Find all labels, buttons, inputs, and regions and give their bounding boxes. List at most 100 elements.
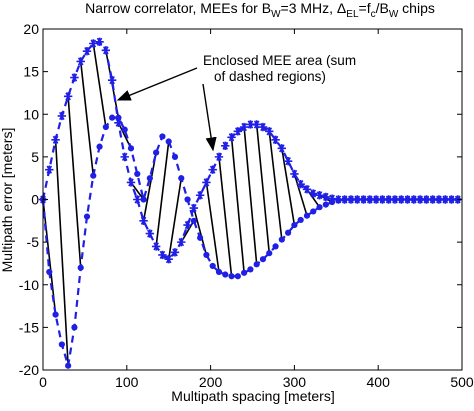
series-point: [265, 127, 274, 136]
series-point: [82, 46, 92, 56]
series-point: [259, 256, 267, 263]
series-point: [448, 196, 455, 203]
hatch-line: [243, 126, 258, 265]
series-point: [178, 175, 185, 182]
series-point: [398, 196, 405, 203]
series-point: [266, 250, 273, 257]
series-point: [228, 273, 235, 280]
series-point: [258, 122, 268, 132]
series-point: [316, 204, 323, 211]
hatch-line: [293, 173, 308, 216]
y-tick-label: -15: [19, 319, 39, 335]
series-point: [76, 57, 85, 66]
series-point: [335, 197, 342, 204]
series-point: [145, 229, 155, 238]
annotation-line-2: of dashed regions): [214, 69, 326, 84]
series-point: [309, 189, 318, 198]
series-point: [208, 165, 217, 174]
series-point: [46, 268, 53, 276]
series-point: [139, 216, 148, 226]
series-point: [347, 196, 355, 203]
series-point: [241, 269, 248, 276]
series-point: [283, 156, 293, 166]
series-point: [209, 262, 216, 270]
series-point: [146, 175, 153, 182]
series-point: [95, 37, 104, 46]
hatch-line: [54, 139, 69, 366]
series-point: [329, 198, 336, 206]
series-point: [239, 122, 249, 132]
series-point: [203, 251, 210, 259]
series-point: [120, 152, 129, 162]
series-point: [140, 196, 147, 203]
hatch-line: [268, 131, 283, 240]
series-point: [404, 196, 411, 203]
series-point: [52, 311, 59, 318]
series-point: [291, 221, 298, 229]
series-point: [45, 165, 54, 174]
series-point: [321, 192, 331, 202]
series-point: [252, 120, 261, 129]
series-point: [227, 133, 236, 142]
series-point: [107, 75, 117, 85]
x-tick-label: 200: [199, 374, 223, 390]
hatch-line: [155, 141, 170, 247]
series-point: [221, 141, 230, 150]
hatch-line: [230, 137, 245, 273]
series-point: [96, 143, 103, 150]
series-point: [429, 196, 436, 203]
series-point: [89, 39, 98, 48]
series-point: [278, 236, 285, 243]
series-point: [233, 127, 243, 136]
series-point: [70, 73, 79, 82]
hatch-line: [67, 96, 82, 268]
series-point: [189, 203, 199, 213]
series-point: [134, 170, 141, 178]
series-point: [435, 196, 443, 203]
series-line: [41, 116, 458, 367]
series-point: [417, 196, 424, 203]
series-point: [114, 118, 123, 127]
series-point: [183, 220, 192, 230]
series-point: [290, 169, 299, 179]
annotation-arrow: [202, 83, 217, 152]
hatch-line: [167, 178, 183, 260]
series-point: [171, 153, 179, 160]
x-tick-label: 400: [367, 374, 391, 390]
annotation: Enclosed MEE area (sum of dashed regions…: [116, 52, 356, 152]
series-point: [58, 341, 65, 348]
series-point: [253, 261, 260, 268]
series-point: [423, 196, 430, 203]
x-tick-label: 100: [115, 374, 139, 390]
y-tick-label: 5: [31, 149, 39, 165]
x-axis-label: Multipath spacing [meters]: [171, 388, 334, 404]
hatch-line: [218, 156, 233, 277]
series-point: [379, 196, 386, 203]
series-point: [297, 216, 304, 224]
series-point: [151, 242, 161, 251]
series-point: [109, 114, 116, 121]
series-2: [39, 114, 461, 369]
annotation-box: [197, 52, 338, 84]
y-tick-label: 15: [23, 64, 39, 80]
x-tick-label: 0: [39, 374, 47, 390]
series-point: [115, 114, 122, 121]
series-point: [315, 191, 324, 200]
series-point: [51, 135, 60, 145]
series-point: [391, 196, 399, 203]
hatch-line: [255, 124, 271, 254]
hatch-line: [142, 152, 157, 221]
series-point: [322, 201, 329, 208]
series-point: [234, 273, 241, 280]
series-point: [366, 196, 373, 203]
y-tick-label: -5: [27, 234, 40, 250]
series-point: [127, 145, 135, 152]
series-point: [303, 212, 311, 219]
y-axis-label: Multipath error [meters]: [0, 128, 15, 273]
series-point: [65, 362, 72, 369]
series-point: [165, 138, 172, 145]
series-point: [177, 237, 186, 247]
hatch-lines: [42, 43, 333, 366]
annotation-line-1: Enclosed MEE area (sum: [203, 53, 356, 68]
